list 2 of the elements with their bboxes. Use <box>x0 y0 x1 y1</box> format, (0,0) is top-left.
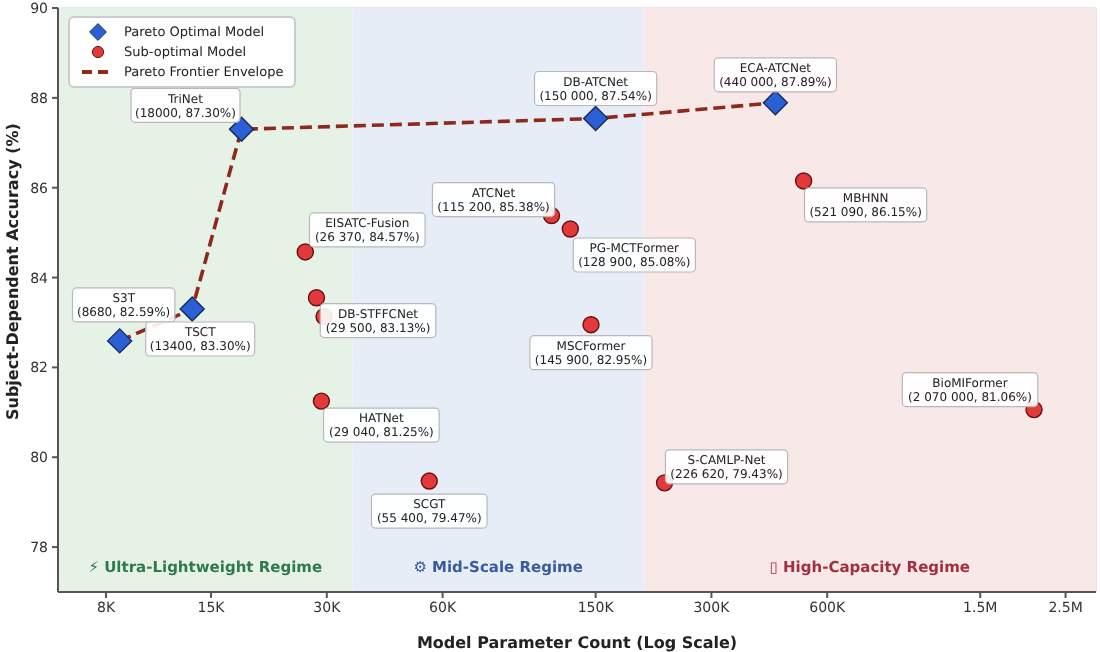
x-axis-title: Model Parameter Count (Log Scale) <box>416 634 738 652</box>
y-axis-title: Subject-Dependent Accuracy (%) <box>3 123 22 420</box>
